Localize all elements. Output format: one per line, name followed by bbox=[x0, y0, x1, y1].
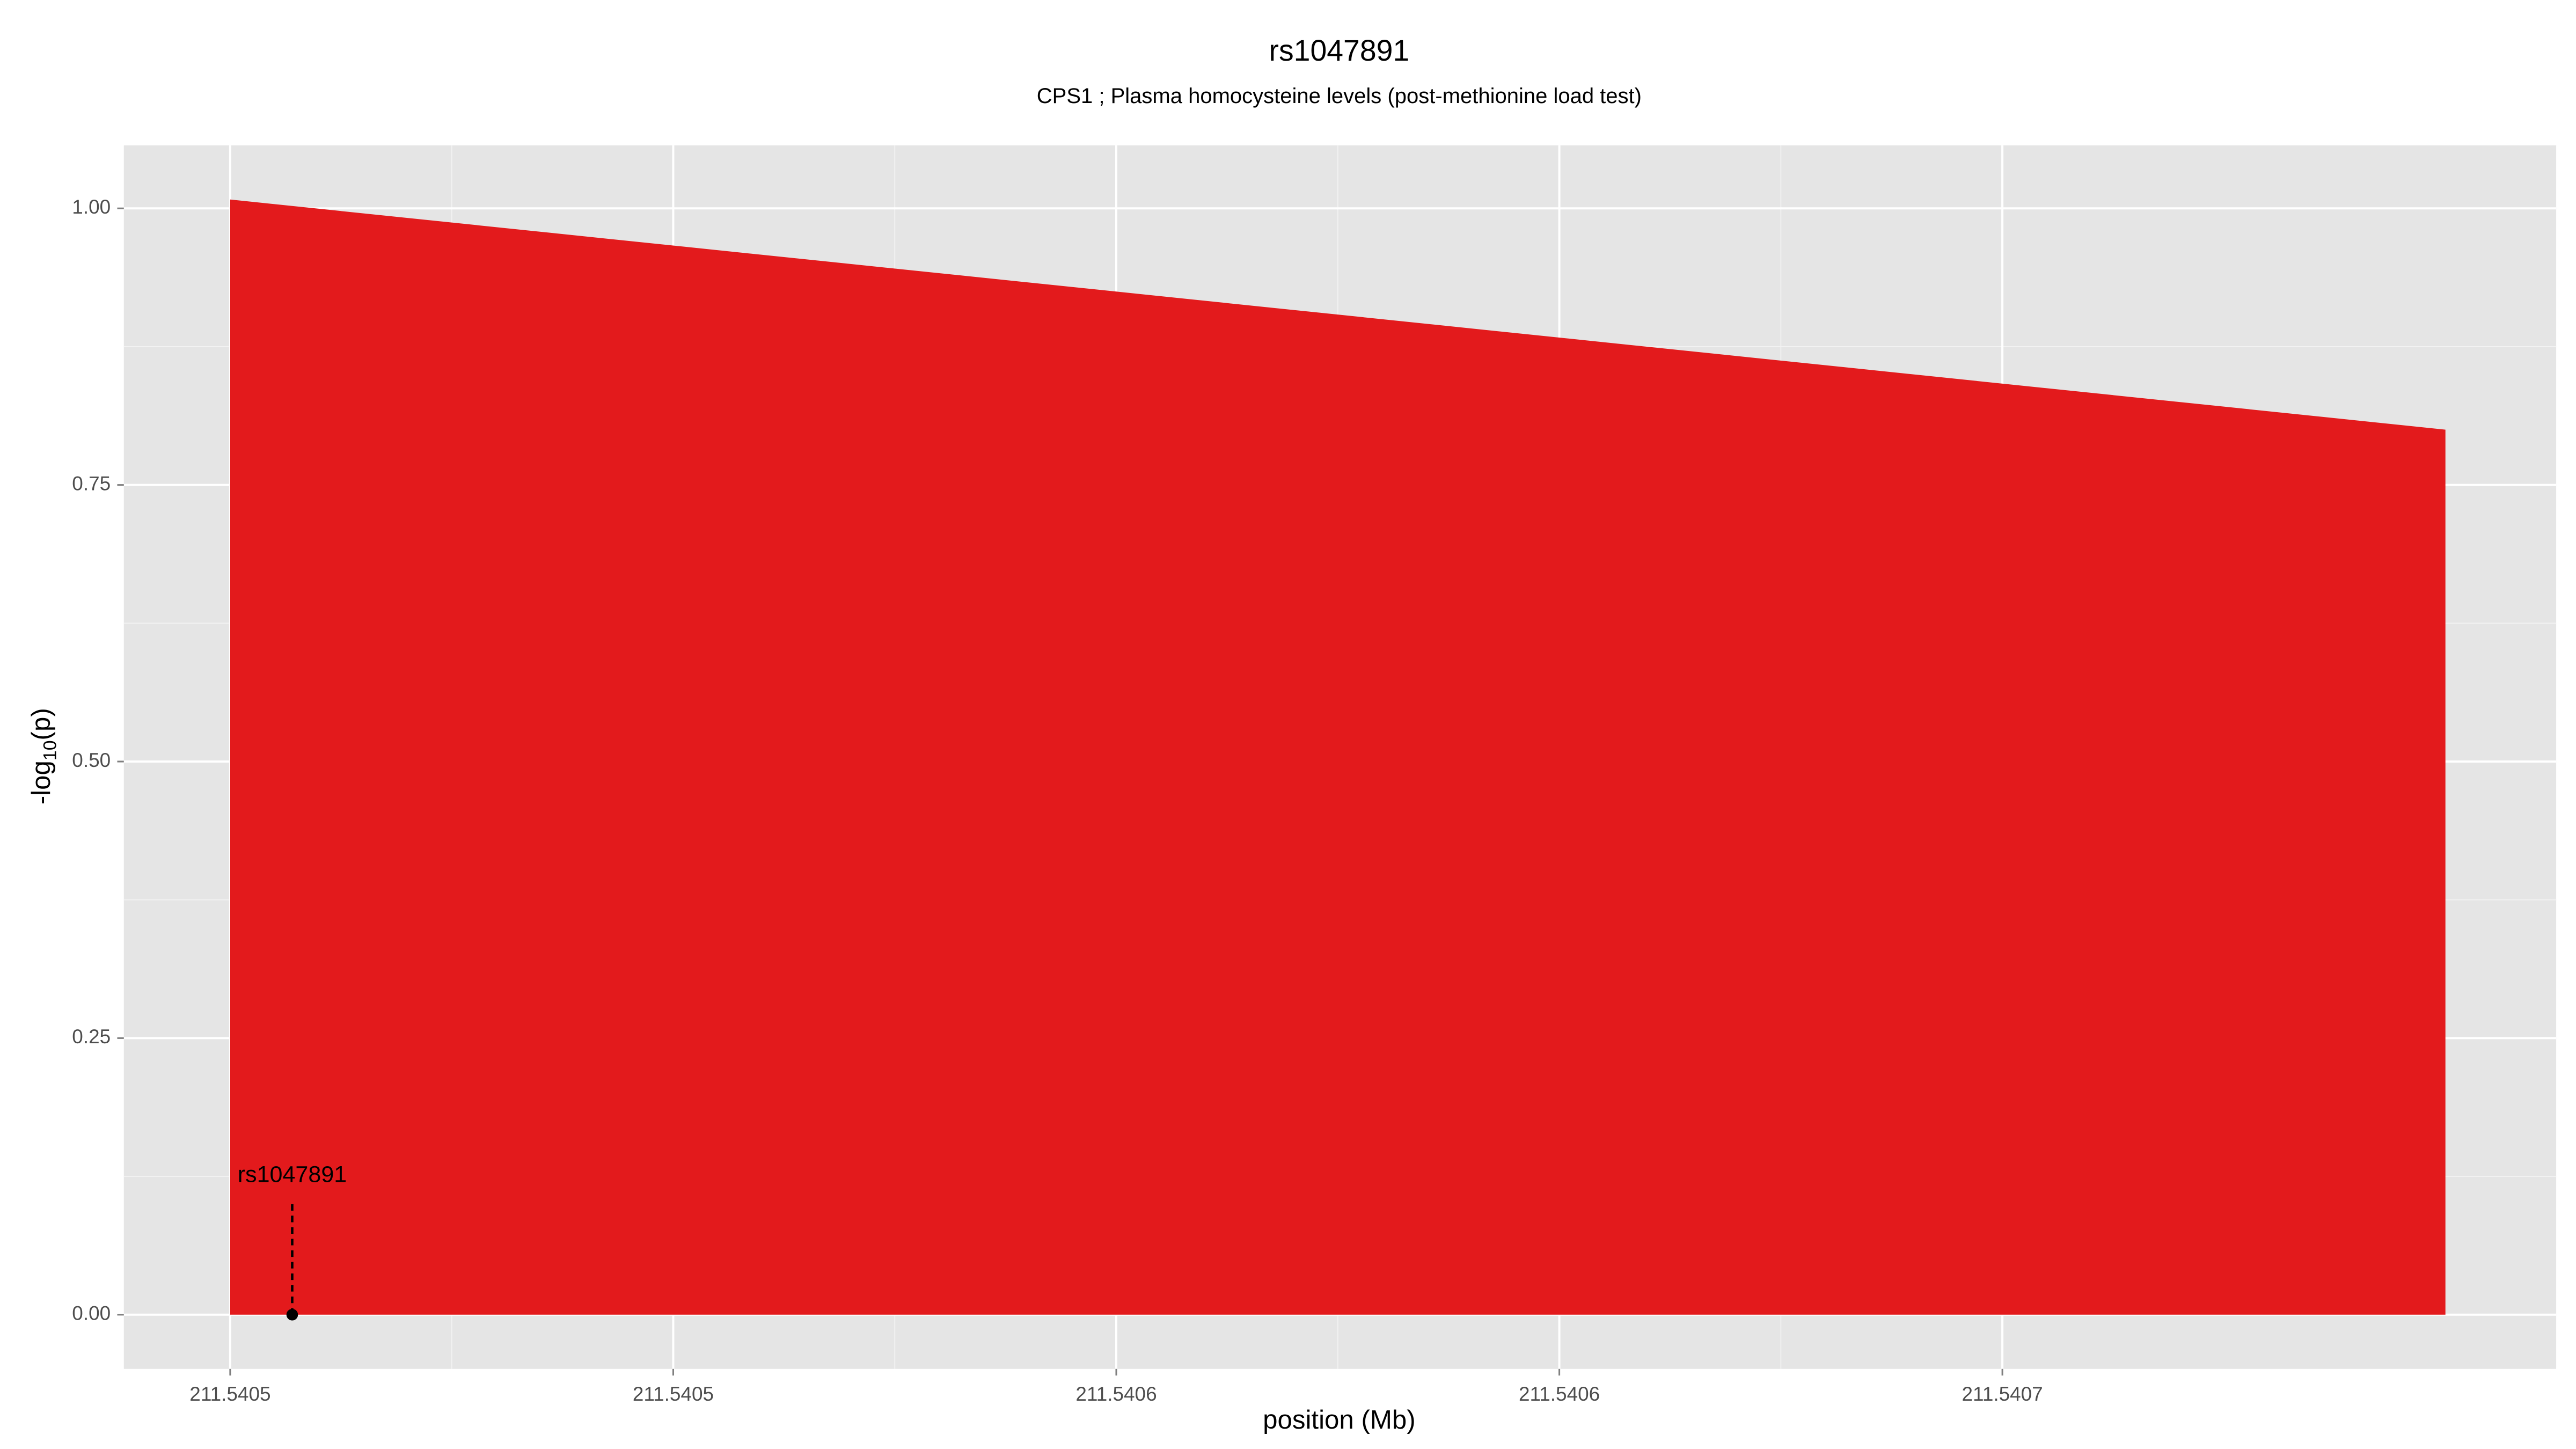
y-tick-label: 1.00 bbox=[72, 196, 111, 218]
x-axis-title: position (Mb) bbox=[1263, 1405, 1415, 1435]
marks: rs1047891 bbox=[230, 199, 2446, 1321]
x-tick-label: 211.5406 bbox=[1519, 1383, 1600, 1405]
y-tick-label: 0.25 bbox=[72, 1026, 111, 1048]
y-tick-label: 0.75 bbox=[72, 472, 111, 494]
x-tick-label: 211.5405 bbox=[189, 1383, 270, 1405]
chart-subtitle: CPS1 ; Plasma homocysteine levels (post-… bbox=[1037, 84, 1642, 108]
y-axis-title-part: -log bbox=[26, 760, 56, 804]
y-axis-title-part: (p) bbox=[26, 708, 56, 740]
y-tick-label: 0.00 bbox=[72, 1302, 111, 1324]
y-tick-label: 0.50 bbox=[72, 749, 111, 771]
x-tick-label: 211.5405 bbox=[633, 1383, 714, 1405]
chart-title: rs1047891 bbox=[1269, 34, 1410, 67]
x-tick-label: 211.5406 bbox=[1075, 1383, 1157, 1405]
y-axis-title-sub: 10 bbox=[40, 740, 60, 760]
highlight-label: rs1047891 bbox=[238, 1162, 347, 1188]
area bbox=[230, 199, 2446, 1315]
highlight-point bbox=[286, 1308, 298, 1321]
x-tick-label: 211.5407 bbox=[1962, 1383, 2043, 1405]
y-axis-title: -log10(p) bbox=[26, 708, 60, 804]
